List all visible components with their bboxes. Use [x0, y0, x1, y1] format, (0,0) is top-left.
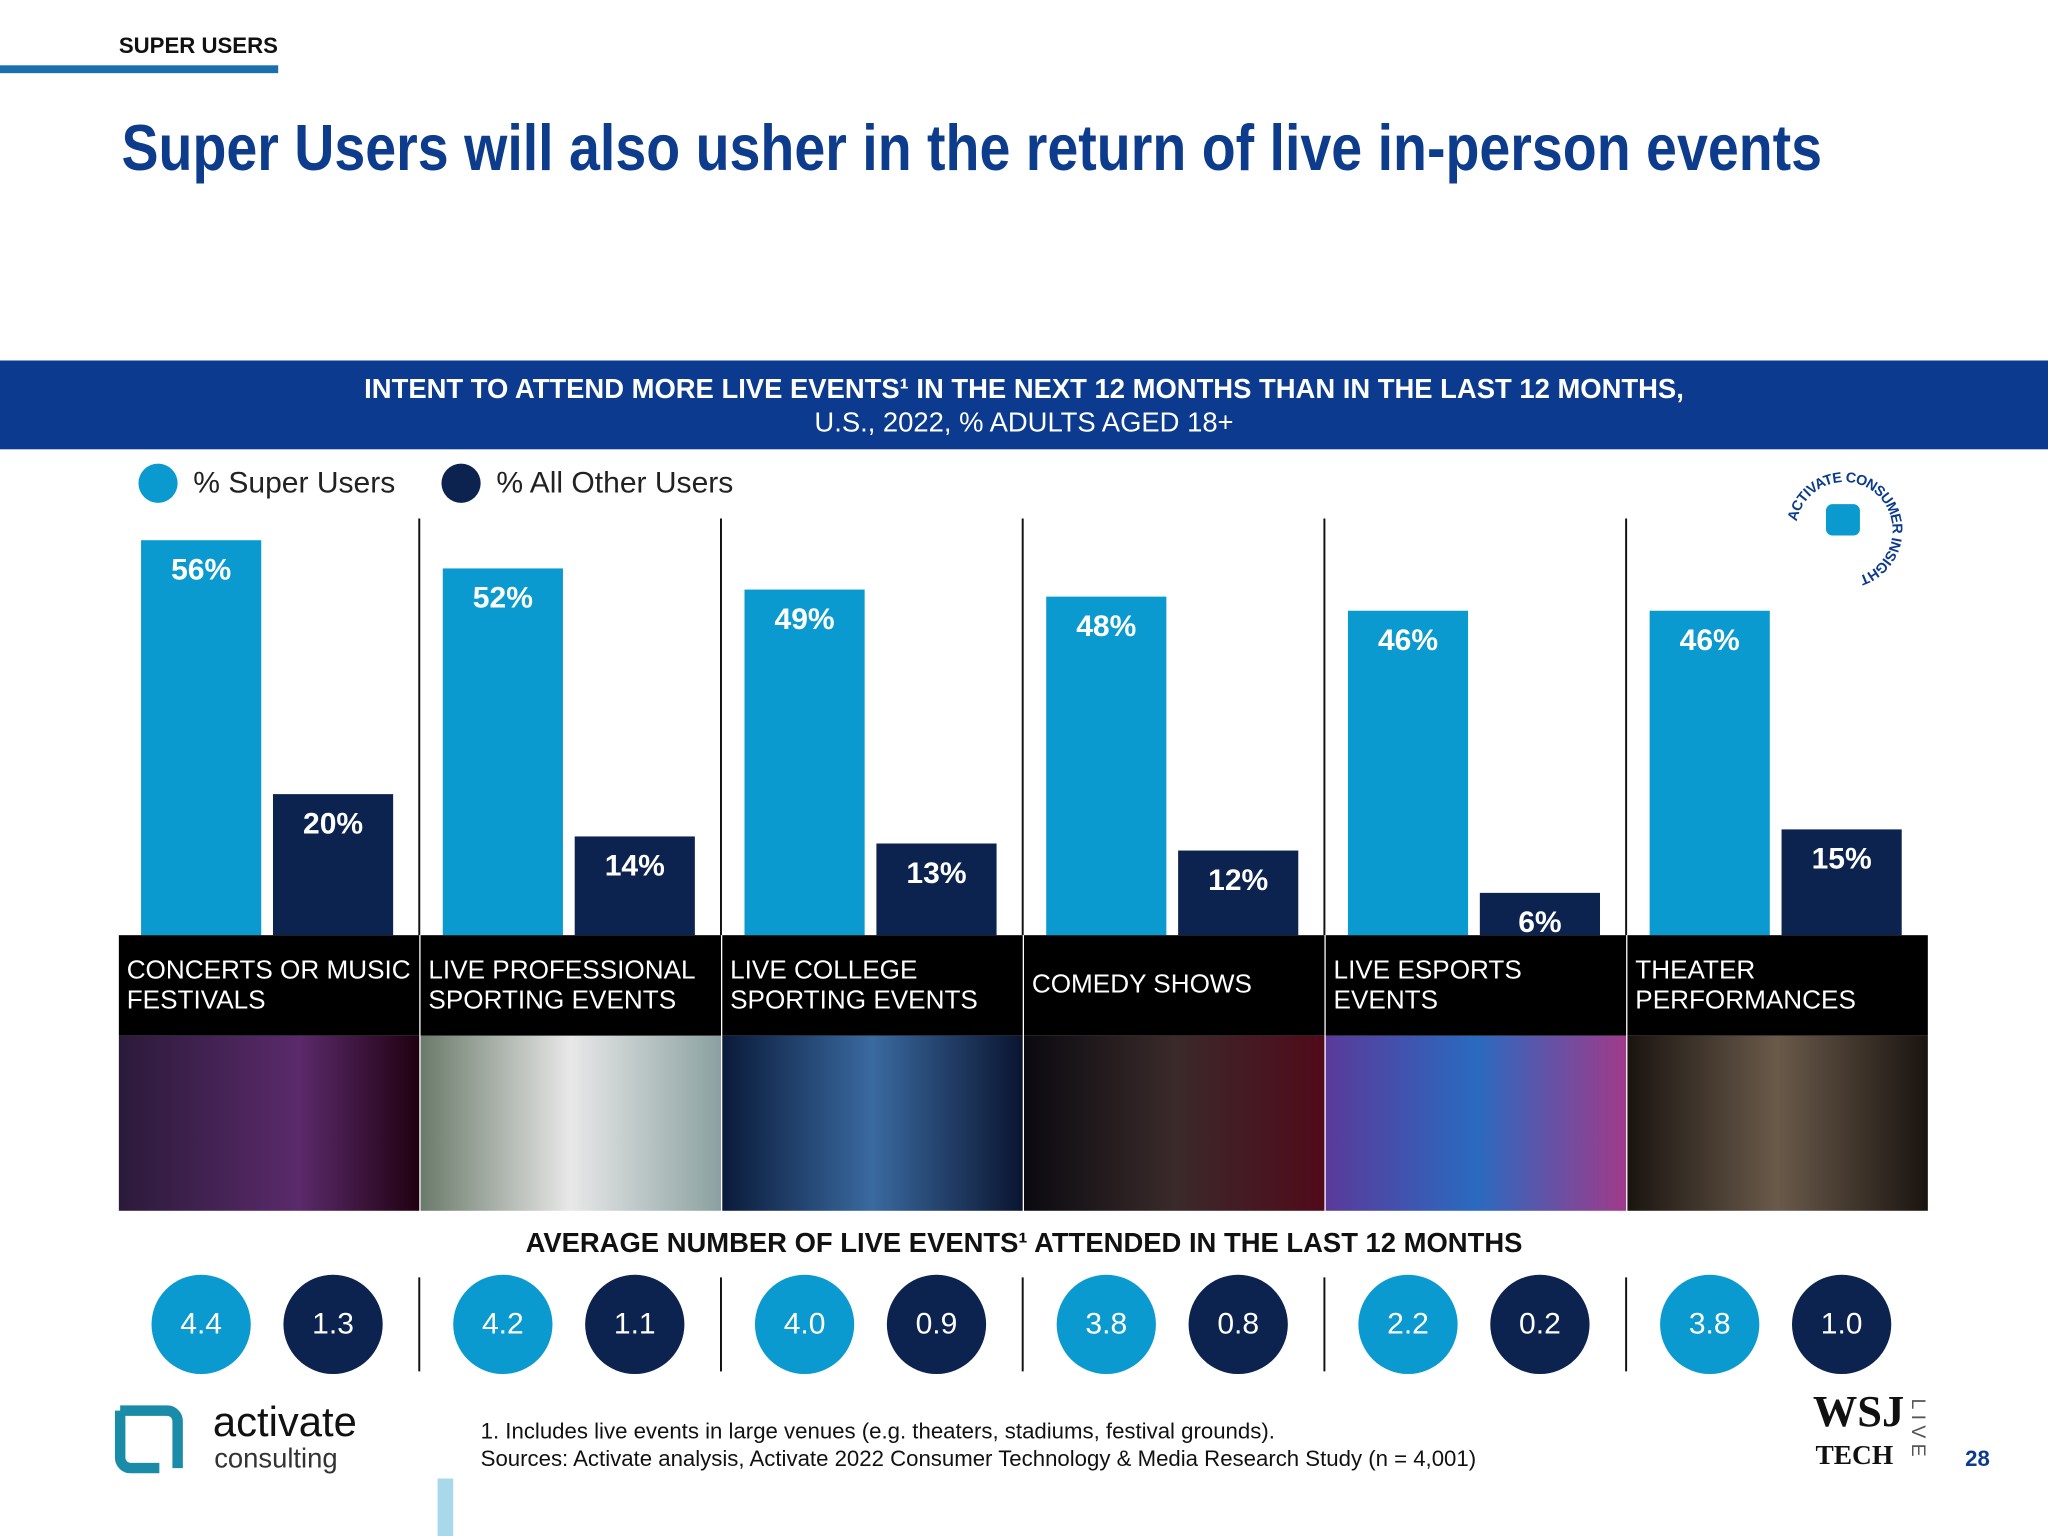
category-band	[1325, 935, 1627, 1036]
source-note: Sources: Activate analysis, Activate 202…	[481, 1446, 1477, 1471]
average-bubble	[585, 1274, 685, 1375]
wsj-mark: WSJ	[1813, 1386, 1904, 1436]
average-label: 0.8	[1217, 1308, 1259, 1341]
category-label: LIVE ESPORTS EVENTS	[1333, 955, 1522, 1015]
chart-title: INTENT TO ATTEND MORE LIVE EVENTS¹ IN TH…	[364, 373, 1684, 404]
category-photo	[1627, 1035, 1928, 1211]
slide-title: Super Users will also usher in the retur…	[121, 111, 1822, 184]
bar	[442, 568, 563, 936]
category-label: COMEDY SHOWS	[1031, 970, 1252, 1000]
average-bubble	[1056, 1274, 1156, 1375]
average-bubble	[283, 1274, 383, 1375]
category-label-box: COMEDY SHOWS	[1031, 970, 1252, 1000]
bar-value-label: 48%	[1076, 610, 1136, 643]
legend-swatch	[441, 463, 481, 503]
badge-icon	[1825, 504, 1860, 536]
bar	[1649, 610, 1770, 936]
category-band	[1627, 935, 1928, 1036]
bar	[574, 836, 695, 936]
average-bubble	[151, 1274, 251, 1375]
average-label: 1.3	[312, 1308, 354, 1341]
average-bubble	[453, 1274, 553, 1375]
page-number: 28	[1965, 1446, 1990, 1471]
badge	[1809, 485, 1879, 555]
category-label: CONCERTS OR MUSIC FESTIVALS	[126, 955, 411, 1015]
bar	[744, 589, 865, 936]
average-label: 4.4	[180, 1308, 222, 1341]
category-band	[118, 935, 420, 1036]
category-photo	[722, 1035, 1023, 1211]
logo-sub: consulting	[214, 1442, 337, 1473]
category-label-box: THEATER PERFORMANCES	[1635, 955, 1856, 1015]
section-label: SUPER USERS	[119, 33, 278, 58]
average-label: 3.8	[1689, 1308, 1731, 1341]
average-label: 2.2	[1387, 1308, 1429, 1341]
section-rule	[0, 65, 279, 74]
logo-word: activate	[213, 1398, 357, 1445]
average-bubble	[886, 1274, 987, 1375]
bar	[272, 794, 394, 936]
category-label-box: LIVE COLLEGE SPORTING EVENTS	[730, 955, 978, 1015]
bar-value-label: 14%	[605, 850, 665, 883]
wsj-live: LIVE	[1907, 1399, 1929, 1462]
average-bubble	[1358, 1274, 1458, 1375]
bar	[1479, 892, 1600, 936]
bar-value-label: 46%	[1378, 624, 1438, 657]
category-photo	[1024, 1035, 1325, 1211]
average-bubble	[1792, 1274, 1892, 1375]
average-label: 1.0	[1821, 1308, 1863, 1341]
averages-title: AVERAGE NUMBER OF LIVE EVENTS¹ ATTENDED …	[526, 1227, 1523, 1258]
legend-label: % All Other Users	[496, 467, 733, 500]
chart-subtitle: U.S., 2022, % ADULTS AGED 18+	[814, 407, 1233, 438]
bar-value-label: 56%	[171, 553, 231, 586]
bar	[1046, 596, 1167, 936]
average-bubble	[1660, 1274, 1760, 1375]
bar-value-label: 20%	[303, 807, 363, 840]
logo-icon	[114, 1405, 183, 1474]
average-label: 4.2	[482, 1308, 524, 1341]
wsj-tech: TECH	[1816, 1440, 1894, 1470]
average-label: 1.1	[614, 1308, 656, 1341]
bar	[141, 540, 262, 936]
bar-value-label: 49%	[775, 603, 835, 636]
category-label-box: LIVE PROFESSIONAL SPORTING EVENTS	[428, 955, 695, 1015]
category-photo	[118, 1035, 420, 1211]
footnote: 1. Includes live events in large venues …	[481, 1419, 1275, 1444]
bar	[1347, 610, 1469, 936]
bar	[876, 843, 997, 936]
bar-value-label: 52%	[473, 582, 533, 615]
average-label: 4.0	[784, 1308, 826, 1341]
average-bubble	[754, 1274, 855, 1375]
bar-value-label: 12%	[1208, 864, 1268, 897]
category-band	[420, 935, 721, 1036]
bar	[1781, 829, 1902, 936]
average-bubble	[1490, 1274, 1590, 1375]
average-label: 3.8	[1085, 1308, 1127, 1341]
bar	[1178, 850, 1299, 936]
bar-value-label: 46%	[1680, 624, 1740, 657]
category-label: LIVE PROFESSIONAL SPORTING EVENTS	[428, 955, 695, 1015]
bar-value-label: 6%	[1518, 906, 1561, 939]
category-photo	[420, 1035, 721, 1211]
category-label: LIVE COLLEGE SPORTING EVENTS	[730, 955, 978, 1015]
average-label: 0.9	[916, 1308, 958, 1341]
average-bubble	[1188, 1274, 1288, 1375]
average-label: 0.2	[1519, 1308, 1561, 1341]
category-photo	[1325, 1035, 1627, 1211]
category-label-box: LIVE ESPORTS EVENTS	[1333, 955, 1522, 1015]
category-label-box: CONCERTS OR MUSIC FESTIVALS	[126, 955, 411, 1015]
category-band	[722, 935, 1023, 1036]
bar-value-label: 13%	[906, 857, 966, 890]
category-band	[1024, 935, 1325, 1036]
bar-value-label: 15%	[1812, 843, 1872, 876]
legend-label: % Super Users	[193, 467, 395, 500]
accent-bar	[437, 1478, 454, 1536]
chart-banner	[0, 360, 2048, 450]
category-label: THEATER PERFORMANCES	[1635, 955, 1856, 1015]
legend-swatch	[138, 463, 178, 503]
